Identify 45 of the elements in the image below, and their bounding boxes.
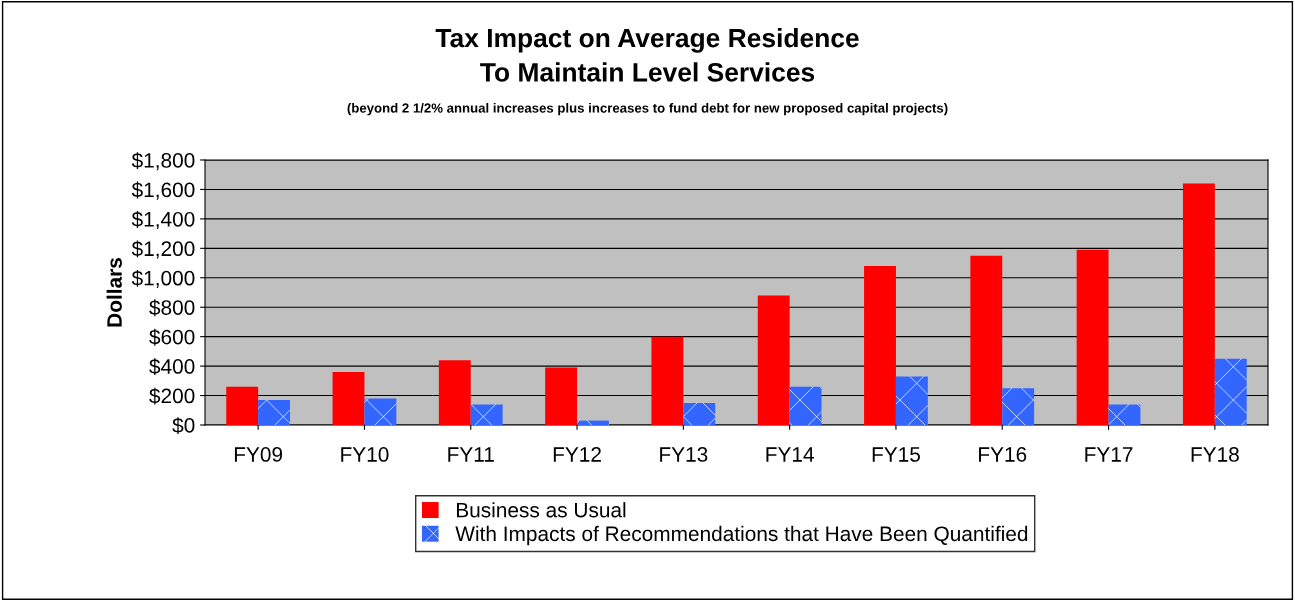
y-tick-label: $1,800 (131, 152, 195, 171)
y-tick-label: $200 (149, 387, 195, 405)
legend-label: Business as Usual (456, 502, 626, 518)
y-tick-label: $600 (149, 328, 195, 346)
bar (757, 295, 790, 425)
x-tick-label: FY11 (448, 447, 494, 462)
bar (258, 399, 291, 425)
chart-title: Tax Impact on Average Residence To Maintain Level Services (435, 28, 859, 82)
legend-label: With Impacts of Recommendations that Have Been Quantified (455, 525, 1028, 546)
bar (683, 402, 716, 425)
bar (470, 404, 503, 425)
x-tick-label: FY15 (872, 447, 920, 462)
bar (438, 360, 471, 425)
bar (577, 420, 609, 425)
y-tick-label: $1,200 (131, 240, 195, 259)
x-tick-label: FY17 (1085, 447, 1133, 462)
x-tick-label: FY09 (234, 447, 283, 462)
y-tick-label: $800 (149, 299, 195, 317)
bar (1002, 388, 1035, 425)
y-tick-label: $1,000 (131, 269, 195, 288)
bar (970, 255, 1003, 425)
y-tick-label: $1,400 (131, 211, 195, 230)
y-axis-title: Dollars (106, 258, 122, 327)
bar (364, 398, 397, 425)
y-tick-label: $0 (172, 417, 195, 434)
bar (1108, 404, 1141, 425)
x-tick-label: FY10 (341, 447, 389, 462)
bar (895, 376, 928, 425)
bar (226, 386, 259, 425)
x-tick-label: FY14 (766, 447, 814, 462)
bar (1076, 249, 1109, 425)
bar (545, 367, 578, 425)
bar (789, 386, 822, 425)
bar (651, 336, 684, 425)
x-tick-label: FY16 (979, 447, 1027, 462)
x-tick-label: FY18 (1191, 447, 1239, 462)
chart-subtitle: (beyond 2 1/2% annual increases plus increases to fund debt for new proposed capital projects) (347, 103, 948, 116)
bar (864, 266, 896, 425)
bar (1214, 358, 1247, 425)
y-tick-label: $1,600 (131, 181, 195, 200)
x-tick-label: FY13 (660, 447, 708, 462)
bar (1182, 183, 1215, 425)
x-tick-label: FY12 (553, 447, 601, 462)
bar (332, 372, 365, 425)
y-tick-label: $400 (149, 358, 195, 376)
